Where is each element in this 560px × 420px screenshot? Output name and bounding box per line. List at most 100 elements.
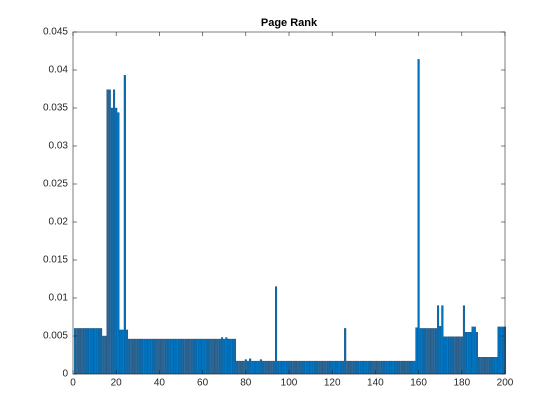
bar	[158, 338, 161, 375]
bar	[279, 360, 282, 375]
bar	[462, 305, 465, 375]
bar	[182, 338, 185, 375]
bar	[281, 360, 284, 375]
y-tick-label: 0	[62, 369, 68, 380]
bar	[266, 360, 269, 375]
bar	[484, 357, 487, 375]
bar	[199, 338, 202, 375]
bar	[339, 360, 342, 375]
bar	[210, 338, 213, 375]
bar	[419, 328, 422, 375]
bar	[395, 360, 399, 375]
bar	[456, 336, 459, 375]
bar	[208, 338, 211, 375]
bar	[411, 360, 414, 375]
x-tick-label: 60	[197, 378, 209, 389]
bar	[190, 338, 193, 375]
bar	[383, 360, 386, 375]
chart-title: Page Rank	[261, 17, 318, 29]
bar	[171, 338, 174, 375]
x-tick-label: 0	[70, 378, 76, 389]
bar	[333, 360, 336, 375]
bar	[311, 360, 314, 375]
bar	[415, 327, 418, 375]
bar	[238, 360, 241, 375]
bar	[460, 336, 463, 375]
bar	[229, 338, 232, 375]
bar	[378, 360, 381, 375]
bar	[443, 336, 446, 375]
bar	[305, 360, 308, 375]
bar	[370, 360, 373, 375]
bar	[372, 360, 375, 375]
bar	[421, 328, 424, 375]
bar	[246, 360, 249, 375]
bar	[283, 360, 286, 375]
bar	[177, 338, 180, 375]
bar	[97, 328, 100, 375]
bar	[253, 360, 256, 375]
y-tick-label: 0.01	[49, 293, 69, 304]
bar	[87, 328, 90, 375]
bar	[143, 338, 146, 375]
bar	[110, 107, 113, 375]
y-tick-label: 0.04	[49, 65, 69, 76]
bar	[117, 112, 120, 375]
bar	[493, 357, 496, 375]
y-tick-label: 0.015	[43, 255, 68, 266]
bar	[201, 338, 204, 375]
bar	[231, 338, 234, 375]
bar	[290, 360, 293, 375]
bar	[145, 338, 148, 375]
bar	[432, 328, 435, 375]
bar	[475, 332, 478, 375]
bar	[262, 360, 265, 375]
bar	[268, 360, 271, 375]
bar	[376, 360, 379, 375]
bar	[216, 338, 219, 375]
x-tick-label: 120	[324, 378, 341, 389]
bar	[320, 360, 323, 375]
bar	[454, 336, 457, 375]
bar	[141, 338, 144, 375]
x-tick-label: 20	[111, 378, 123, 389]
bar	[467, 332, 470, 375]
bar	[119, 329, 122, 375]
x-tick-label: 80	[240, 378, 252, 389]
bar	[391, 360, 394, 375]
bar	[123, 75, 126, 375]
bar	[134, 338, 137, 375]
bar	[113, 89, 116, 375]
bar	[162, 338, 165, 375]
bar	[439, 325, 442, 375]
bar	[473, 326, 476, 375]
bar	[486, 357, 489, 375]
bar	[264, 360, 267, 375]
bar	[497, 326, 500, 375]
bar	[398, 360, 401, 375]
bar	[138, 338, 141, 375]
bar	[445, 336, 448, 375]
bar	[227, 338, 230, 375]
bar	[313, 360, 316, 375]
bar	[184, 338, 187, 375]
bar	[102, 335, 105, 375]
bar	[495, 357, 498, 375]
bar	[128, 338, 131, 375]
bar	[214, 338, 217, 375]
bar	[95, 328, 98, 375]
bar	[115, 107, 118, 375]
bar	[136, 338, 139, 375]
bar	[367, 360, 370, 375]
bar	[404, 360, 407, 375]
bar	[212, 338, 215, 375]
bar	[160, 338, 163, 375]
bar	[205, 338, 208, 375]
bar	[352, 360, 355, 375]
bar	[100, 328, 103, 375]
bar	[272, 360, 275, 375]
bar	[259, 359, 262, 375]
bar	[108, 89, 111, 375]
bar	[285, 360, 288, 375]
